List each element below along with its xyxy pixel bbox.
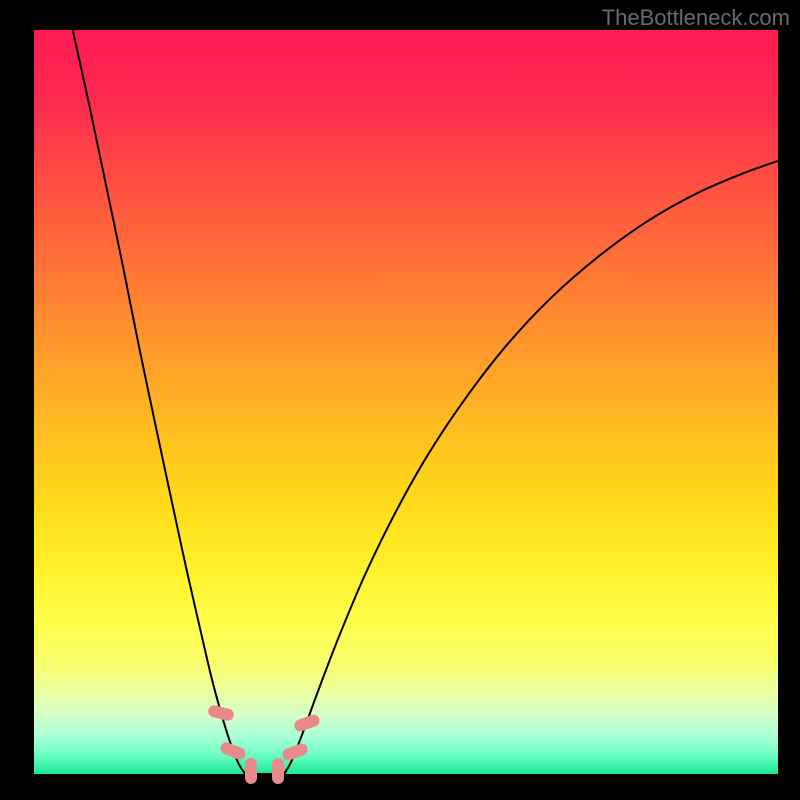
plot-area (34, 30, 778, 774)
curve-marker (293, 713, 322, 733)
watermark-text: TheBottleneck.com (602, 5, 790, 31)
curve-marker (272, 758, 284, 784)
curve-marker (218, 740, 247, 761)
chart-container: TheBottleneck.com (0, 0, 800, 800)
curve-marker (207, 704, 235, 722)
markers-layer (34, 30, 778, 774)
curve-marker (281, 742, 310, 762)
curve-marker (245, 758, 257, 784)
